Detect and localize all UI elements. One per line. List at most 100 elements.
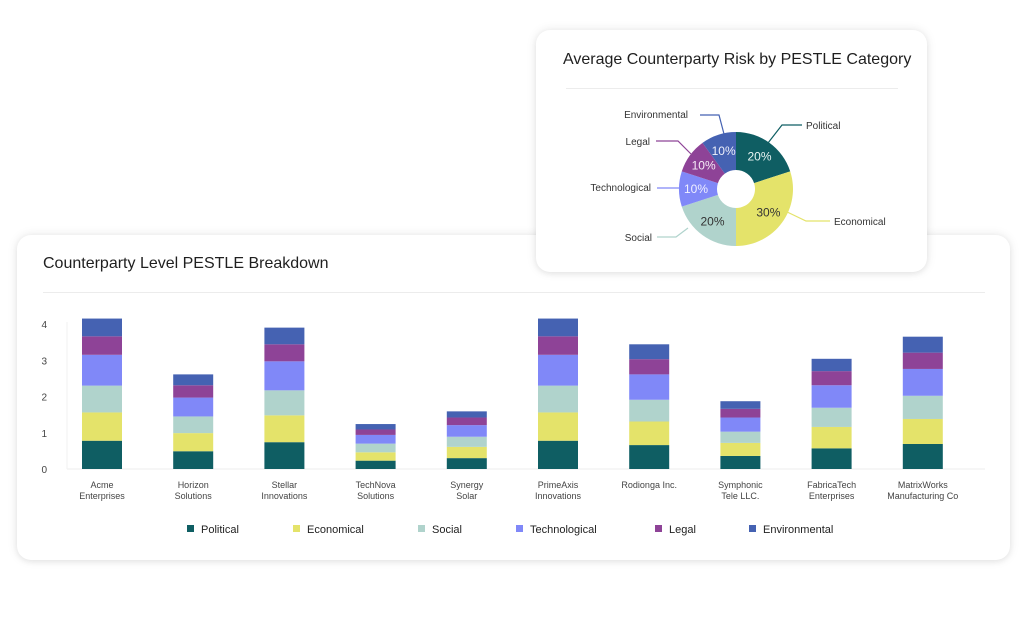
legend-swatch-political (187, 525, 194, 532)
donut-percent-label-political: 20% (747, 150, 771, 164)
x-tick-label: MatrixWorks (898, 480, 948, 490)
bar-segment-legal (446, 417, 487, 426)
legend-label-legal: Legal (669, 524, 696, 536)
bar-technova-solutions (355, 424, 396, 469)
bar-segment-political (355, 460, 396, 469)
bar-segment-technological (629, 374, 670, 400)
bar-segment-legal (173, 385, 214, 398)
x-tick-label: Enterprises (79, 491, 125, 501)
bar-segment-political (811, 448, 852, 469)
x-tick-label: Stellar (272, 480, 298, 490)
legend-label-economical: Economical (307, 524, 364, 536)
bar-segment-political (629, 445, 670, 469)
bar-segment-social (264, 390, 305, 416)
bar-chart-card: Counterparty Level PESTLE Breakdown 0 1 2 3… (17, 235, 1010, 560)
donut-slice-economical (736, 171, 793, 246)
bar-segment-economical (811, 426, 852, 449)
bar-segment-economical (173, 433, 214, 452)
x-tick-label: TechNova (356, 480, 396, 490)
leader-line-social (657, 227, 689, 238)
bar-fabricatech-enterprises (811, 358, 852, 469)
donut-percent-label-technological: 10% (684, 182, 708, 196)
donut-slice-technological (679, 171, 718, 207)
bar-segment-environmental (446, 411, 487, 418)
bar-segment-social (82, 385, 122, 413)
bar-segment-environmental (264, 327, 305, 345)
bar-segment-economical (720, 442, 761, 456)
donut-category-label-technological: Technological (590, 183, 651, 194)
x-tick-label: Enterprises (809, 491, 855, 501)
bar-segment-economical (538, 412, 578, 441)
donut-category-label-political: Political (806, 121, 840, 132)
bar-segment-political (538, 440, 578, 469)
legend-swatch-technological (516, 525, 523, 532)
bar-segment-technological (355, 434, 396, 444)
bar-segment-environmental (82, 318, 122, 337)
bar-segment-legal (811, 371, 852, 386)
donut-chart: 20% Political 30% Economical 20% Social 10% Tec… (590, 110, 886, 246)
bar-segment-environmental (355, 424, 396, 430)
bar-segment-legal (629, 359, 670, 375)
bar-segment-legal (264, 344, 305, 362)
legend-swatch-environmental (749, 525, 756, 532)
bar-segment-social (902, 395, 943, 419)
bar-segment-political (720, 455, 761, 469)
bar-segment-political (446, 458, 487, 469)
donut-slice-political (736, 132, 791, 184)
x-tick-label: Solutions (175, 491, 213, 501)
y-tick-label: 1 (41, 429, 47, 440)
bar-symphonic-tele-llc (720, 401, 761, 469)
donut-category-label-social: Social (625, 233, 652, 244)
leader-line-political (767, 124, 802, 144)
donut-slice-social (681, 194, 736, 246)
legend-label-environmental: Environmental (763, 524, 833, 536)
x-tick-label: Acme (90, 480, 113, 490)
bar-segment-social (720, 431, 761, 443)
donut-percent-label-legal: 10% (692, 158, 716, 172)
legend-label-political: Political (201, 524, 239, 536)
bar-segment-economical (264, 415, 305, 443)
x-tick-label: Innovations (261, 491, 308, 501)
bar-segment-technological (538, 354, 578, 386)
x-tick-label: Synergy (450, 480, 484, 490)
bar-segment-political (173, 451, 214, 469)
bar-chart-title: Counterparty Level PESTLE Breakdown (43, 255, 329, 272)
y-tick-label: 4 (41, 320, 47, 331)
bar-segment-legal (538, 336, 578, 355)
bar-segment-technological (902, 368, 943, 396)
y-tick-label: 0 (41, 465, 47, 476)
bar-segment-social (355, 443, 396, 453)
bar-segment-technological (720, 417, 761, 432)
bar-segment-economical (629, 421, 670, 446)
bar-segment-legal (902, 352, 943, 369)
bar-horizon-solutions (173, 374, 214, 469)
legend-swatch-economical (293, 525, 300, 532)
legend-swatch-legal (655, 525, 662, 532)
bar-primeaxis-innovations (538, 318, 578, 469)
donut-chart-card: Average Counterparty Risk by PESTLE Cate… (536, 30, 927, 272)
bar-segment-environmental (538, 318, 578, 337)
donut-category-label-economical: Economical (834, 217, 886, 228)
bar-segment-environmental (629, 344, 670, 360)
leader-line-legal (656, 140, 692, 155)
bar-segment-political (82, 440, 122, 469)
donut-category-label-environmental: Environmental (624, 110, 688, 121)
bar-segment-environmental (720, 401, 761, 409)
bar-stellar-innovations (264, 327, 305, 469)
y-tick-label: 2 (41, 393, 47, 404)
stacked-bar-chart: 01234AcmeEnterprisesHorizonSolutionsStel… (41, 318, 985, 536)
legend-label-social: Social (432, 524, 462, 536)
donut-chart-divider (566, 88, 898, 89)
bar-segment-environmental (811, 358, 852, 372)
donut-slice-environmental (702, 132, 736, 174)
bar-segment-social (538, 385, 578, 413)
bar-chart-divider (43, 292, 985, 293)
legend-label-technological: Technological (530, 524, 597, 536)
x-tick-label: Solutions (357, 491, 395, 501)
bar-segment-technological (173, 397, 214, 417)
x-tick-label: Solar (456, 491, 477, 501)
bar-acme-enterprises (82, 318, 122, 469)
bar-segment-environmental (173, 374, 214, 386)
bar-segment-political (902, 443, 943, 469)
x-tick-label: FabricaTech (807, 480, 856, 490)
